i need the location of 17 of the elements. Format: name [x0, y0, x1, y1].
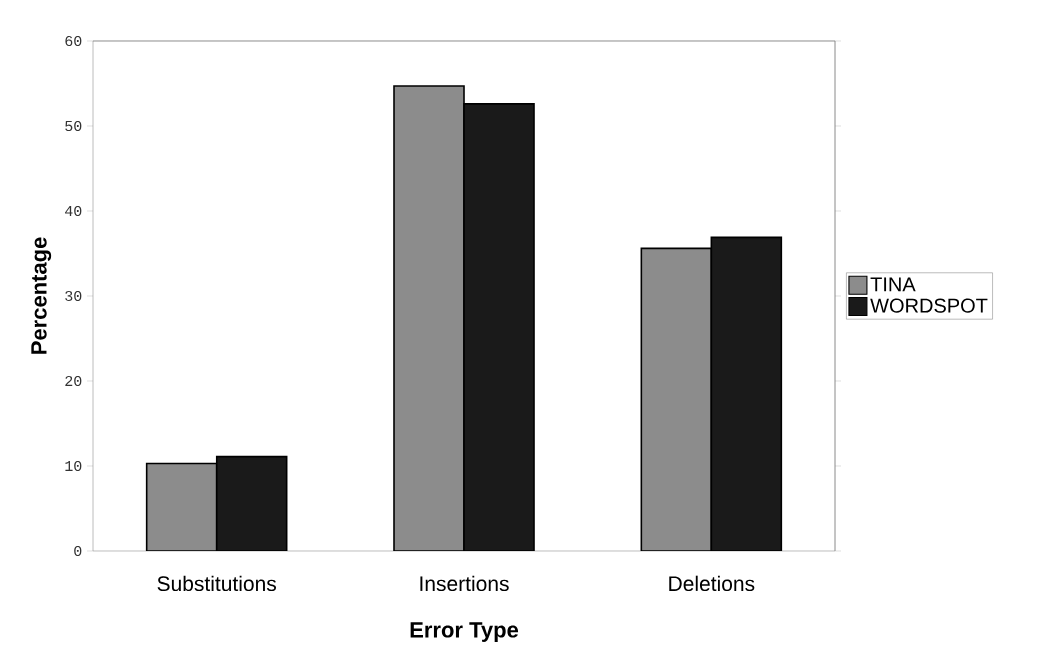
y-tick-label: 10	[65, 460, 82, 472]
x-tick-label: Deletions	[669, 575, 755, 592]
y-tick-label: 50	[65, 120, 82, 132]
y-tick-label: 40	[65, 205, 82, 217]
y-tick-label: 20	[65, 375, 82, 387]
y-tick-label: 30	[65, 290, 82, 302]
y-axis-title: Percentage	[31, 237, 52, 354]
bar	[215, 455, 288, 551]
legend-label: WORDSPOT	[870, 298, 988, 313]
y-tick-label: 60	[65, 35, 82, 47]
legend-label: TINA	[870, 277, 916, 292]
x-axis-title: Error Type	[410, 622, 519, 642]
x-tick-label: Substitutions	[157, 575, 277, 592]
bar	[463, 103, 535, 551]
x-tick-label: Insertions	[420, 575, 509, 592]
bar	[710, 236, 783, 551]
y-tick-label: 0	[74, 545, 82, 557]
